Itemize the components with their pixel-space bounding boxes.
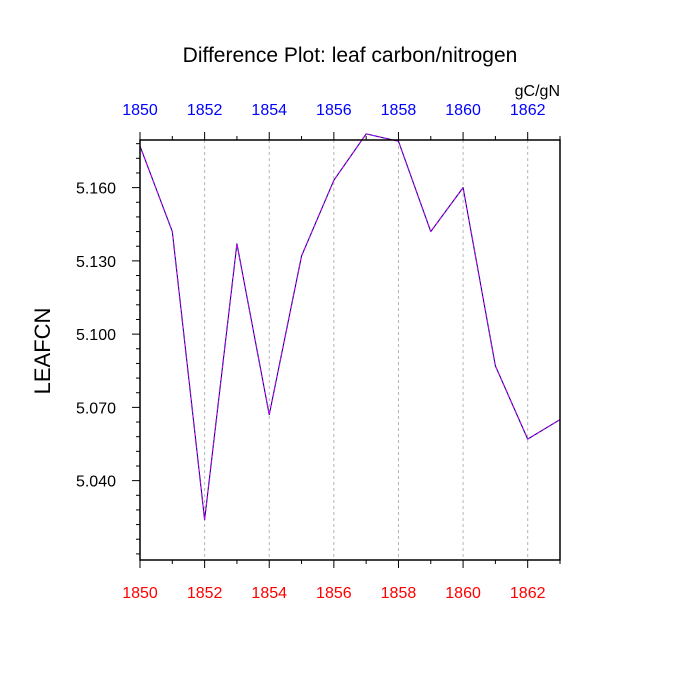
units-label: gC/gN	[515, 83, 560, 100]
x-tick-label-top: 1856	[316, 102, 352, 119]
x-tick-label-top: 1860	[445, 102, 481, 119]
series-line-dash-difference	[139, 133, 561, 521]
chart-title: Difference Plot: leaf carbon/nitrogen	[183, 44, 518, 67]
x-tick-label-bottom: 1862	[510, 585, 546, 602]
x-tick-label-top: 1858	[381, 102, 417, 119]
y-axis-label: LEAFCN	[30, 308, 55, 395]
x-tick-label-bottom: 1858	[381, 585, 417, 602]
x-tick-label-top: 1862	[510, 102, 546, 119]
x-tick-label-top: 1852	[187, 102, 223, 119]
x-tick-label-bottom: 1850	[122, 585, 158, 602]
x-tick-label-bottom: 1854	[251, 585, 287, 602]
series-line-difference	[139, 133, 561, 521]
series-layer	[139, 133, 561, 521]
x-tick-label-bottom: 1856	[316, 585, 352, 602]
ticks-layer	[132, 132, 561, 568]
x-tick-label-top: 1850	[122, 102, 158, 119]
y-tick-label: 5.130	[76, 254, 116, 271]
grid-layer	[139, 140, 529, 560]
y-tick-label: 5.040	[76, 474, 116, 491]
plot-frame	[139, 139, 561, 561]
labels-layer: 1850 1850 1852 1852 1854 1854 1856 1856 1858 1858…	[76, 102, 546, 602]
y-tick-label: 5.070	[76, 400, 116, 417]
y-tick-label: 5.100	[76, 327, 116, 344]
x-tick-label-bottom: 1852	[187, 585, 223, 602]
x-tick-label-bottom: 1860	[445, 585, 481, 602]
y-tick-label: 5.160	[76, 181, 116, 198]
x-tick-label-top: 1854	[251, 102, 287, 119]
